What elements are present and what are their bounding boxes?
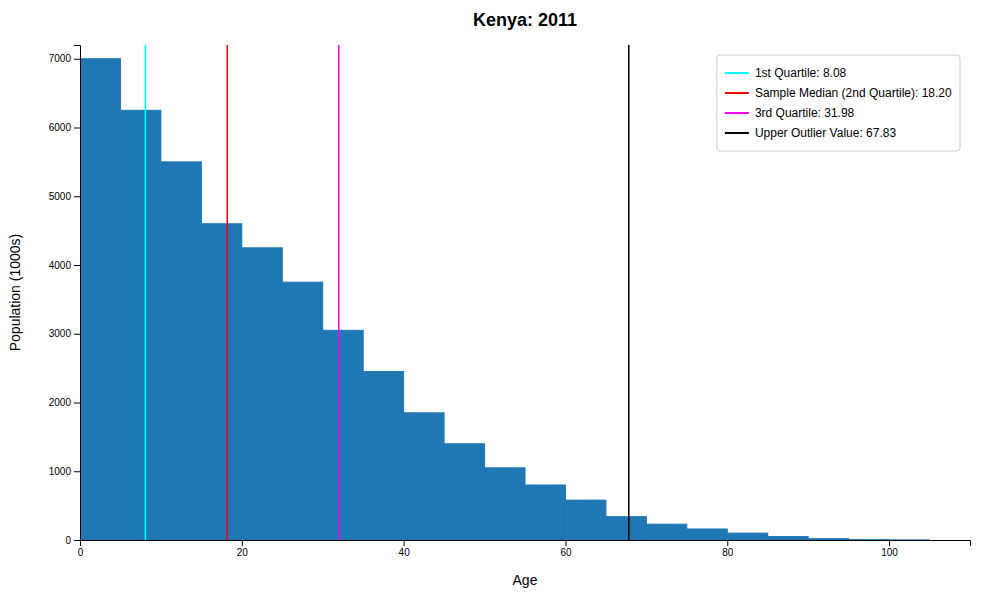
x-tick: 20: [237, 540, 249, 558]
y-tick-mark: [74, 540, 80, 541]
y-tick-mark: [74, 265, 80, 266]
legend-label: 3rd Quartile: 31.98: [755, 106, 855, 120]
y-tick-label: 2000: [49, 397, 72, 408]
x-tick-mark: [242, 540, 243, 546]
legend-label: Upper Outlier Value: 67.83: [755, 126, 897, 140]
bar: [606, 517, 646, 540]
vertical-line: [628, 45, 630, 540]
y-tick-mark: [74, 334, 80, 335]
x-tick-label: 0: [78, 547, 84, 558]
x-tick-label: 40: [399, 547, 411, 558]
bar: [161, 162, 201, 540]
bar: [282, 282, 322, 540]
x-tick-mark: [565, 540, 566, 546]
y-axis-line: [74, 46, 81, 541]
legend-entry: Sample Median (2nd Quartile): 18.20: [725, 86, 952, 100]
y-tick: 1000: [49, 466, 80, 477]
x-axis: 0 20 40 60 80 100: [78, 540, 971, 558]
y-tick-label: 4000: [49, 260, 72, 271]
bar: [727, 533, 767, 540]
y-tick: 3000: [49, 328, 80, 339]
plot: 0204060801000100020003000400050006000700…: [49, 45, 971, 558]
bar: [646, 524, 686, 540]
bar: [120, 110, 160, 540]
legend: 1st Quartile: 8.08 Sample Median (2nd Qua…: [717, 55, 960, 151]
y-axis: 0 1000 2000 3000 4000 5000 6000 7000: [49, 46, 81, 546]
x-axis-line: [81, 541, 971, 547]
bar: [80, 59, 120, 540]
y-tick-label: 1000: [49, 466, 72, 477]
y-tick-mark: [74, 471, 80, 472]
x-tick: 80: [722, 540, 734, 558]
y-tick: 4000: [49, 260, 80, 271]
bar: [201, 224, 241, 540]
bar: [768, 537, 808, 540]
bar: [687, 529, 727, 540]
bar: [404, 413, 444, 540]
y-tick-label: 6000: [49, 122, 72, 133]
bar: [242, 248, 282, 540]
x-tick: 100: [881, 540, 898, 558]
legend-box: [717, 55, 960, 151]
x-axis-title: Age: [513, 572, 538, 588]
vertical-line: [338, 45, 340, 540]
y-tick: 2000: [49, 397, 80, 408]
legend-swatch: [725, 92, 749, 94]
y-tick-mark: [74, 59, 80, 60]
x-tick-label: 20: [237, 547, 249, 558]
y-tick-mark: [74, 403, 80, 404]
legend-entry: 1st Quartile: 8.08: [725, 66, 847, 80]
x-tick-label: 60: [560, 547, 572, 558]
bar: [565, 500, 605, 540]
y-tick-label: 0: [65, 535, 71, 546]
y-tick-mark: [74, 128, 80, 129]
x-tick-label: 80: [722, 547, 734, 558]
legend-label: Sample Median (2nd Quartile): 18.20: [755, 86, 952, 100]
x-tick-label: 100: [881, 547, 898, 558]
legend-swatch: [725, 112, 749, 114]
bar: [808, 539, 848, 540]
bar: [323, 330, 363, 540]
vertical-line: [227, 45, 229, 540]
x-tick-mark: [889, 540, 890, 546]
legend-swatch: [725, 132, 749, 134]
title: Kenya: 2011: [473, 10, 577, 30]
x-tick: 0: [78, 540, 84, 558]
x-tick: 40: [399, 540, 411, 558]
y-axis-title: Population (1000s): [7, 234, 23, 352]
chart: 0204060801000100020003000400050006000700…: [0, 0, 1000, 600]
y-tick-label: 5000: [49, 191, 72, 202]
marks: [80, 45, 930, 540]
bar: [363, 372, 403, 540]
legend-label: 1st Quartile: 8.08: [755, 66, 847, 80]
bar: [849, 539, 889, 540]
y-tick-label: 3000: [49, 328, 72, 339]
bar: [889, 539, 929, 540]
legend-entry: Upper Outlier Value: 67.83: [725, 126, 897, 140]
y-tick: 7000: [49, 53, 80, 64]
x-tick: 60: [560, 540, 572, 558]
bar: [444, 444, 484, 540]
x-tick-mark: [727, 540, 728, 546]
vertical-line: [145, 45, 147, 540]
bar: [485, 468, 525, 540]
y-tick-label: 7000: [49, 53, 72, 64]
x-tick-mark: [404, 540, 405, 546]
y-tick: 6000: [49, 122, 80, 133]
bar: [525, 485, 565, 540]
y-tick-mark: [74, 196, 80, 197]
y-tick: 5000: [49, 191, 80, 202]
legend-entry: 3rd Quartile: 31.98: [725, 106, 855, 120]
y-tick: 0: [65, 535, 80, 546]
legend-swatch: [725, 72, 749, 74]
